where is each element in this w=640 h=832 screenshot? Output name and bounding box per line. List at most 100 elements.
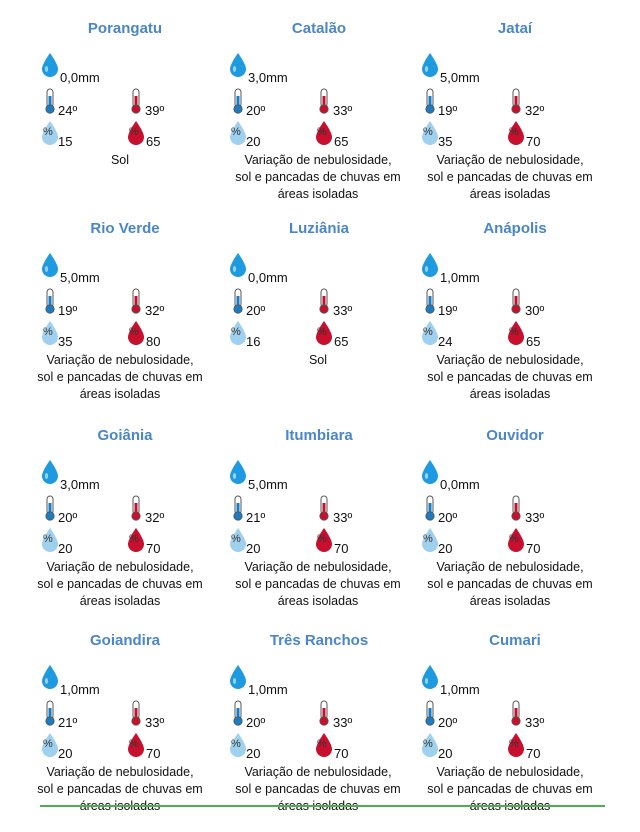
temp-min: 20º [438, 510, 458, 525]
humidity-max-icon: % [506, 120, 524, 146]
temp-min: 20º [58, 510, 78, 525]
rain-drop-icon [420, 52, 440, 78]
humidity-max-icon: % [314, 732, 332, 758]
percent-sign: % [509, 738, 519, 750]
percent-sign: % [43, 533, 53, 545]
city-name: Anápolis [483, 220, 547, 237]
rain-amount: 1,0mm [440, 682, 480, 697]
forecast-card: Rio Verde 5,0mm 19º 32º% 35% 80 Variação de ne… [37, 220, 240, 420]
temp-max: 33º [333, 715, 353, 730]
temp-min: 20º [246, 715, 266, 730]
humidity-max-icon: % [314, 527, 332, 553]
temp-min: 20º [246, 303, 266, 318]
weather-description: Variação de nebulosidade, sol e pancadas… [427, 765, 593, 813]
thermometer-max-icon [508, 88, 524, 114]
forecast-card: Jataí 5,0mm 19º 32º% 35% 70 Variação de nebulo… [420, 20, 620, 220]
humidity-min-icon: % [228, 732, 246, 758]
percent-sign: % [43, 126, 53, 138]
humidity-min: 20 [58, 746, 73, 761]
forecast-card: Goiânia 3,0mm 20º 32º% 20% 70 Variação de nebu… [37, 427, 240, 627]
humidity-max-icon: % [506, 320, 524, 346]
city-name: Ouvidor [486, 427, 544, 444]
percent-sign: % [423, 533, 433, 545]
thermometer-max-icon [508, 495, 524, 521]
thermometer-min-icon [422, 700, 438, 726]
temp-max: 33º [525, 715, 545, 730]
percent-sign: % [317, 126, 327, 138]
thermometer-min-icon [42, 495, 58, 521]
temp-min: 21º [58, 715, 78, 730]
rain-drop-icon [228, 459, 248, 485]
humidity-min: 24 [438, 334, 453, 349]
temp-max: 33º [333, 103, 353, 118]
humidity-max-icon: % [126, 320, 144, 346]
weather-description: Variação de nebulosidade, sol e pancadas… [427, 560, 593, 608]
city-name: Catalão [291, 20, 347, 37]
humidity-max: 70 [334, 746, 349, 761]
thermometer-min-icon [230, 288, 246, 314]
rain-drop-icon [420, 252, 440, 278]
temp-max: 30º [525, 303, 545, 318]
thermometer-min-icon [422, 88, 438, 114]
city-name: Luziânia [288, 220, 349, 237]
percent-sign: % [317, 326, 327, 338]
humidity-max: 70 [526, 541, 541, 556]
percent-sign: % [509, 533, 519, 545]
temp-min: 21º [246, 510, 266, 525]
humidity-min: 15 [58, 134, 73, 149]
temp-max: 32º [525, 103, 545, 118]
temp-max: 33º [333, 303, 353, 318]
city-name: Três Ranchos [269, 632, 369, 649]
humidity-min-icon: % [420, 527, 438, 553]
humidity-min: 20 [438, 746, 453, 761]
humidity-min-icon: % [40, 527, 58, 553]
percent-sign: % [129, 326, 139, 338]
percent-sign: % [231, 326, 241, 338]
temp-max: 33º [525, 510, 545, 525]
humidity-max-icon: % [506, 732, 524, 758]
humidity-min-icon: % [40, 320, 58, 346]
temp-min: 24º [58, 103, 78, 118]
humidity-min-icon: % [228, 120, 246, 146]
percent-sign: % [231, 738, 241, 750]
forecast-card: Porangatu 0,0mm 24º 39º% 15% 65 Sol [40, 20, 240, 220]
thermometer-min-icon [230, 700, 246, 726]
thermometer-max-icon [316, 88, 332, 114]
humidity-min: 20 [58, 541, 73, 556]
temp-min: 19º [438, 303, 458, 318]
humidity-max: 70 [146, 541, 161, 556]
rain-amount: 1,0mm [60, 682, 100, 697]
rain-drop-icon [420, 664, 440, 690]
humidity-max: 80 [146, 334, 161, 349]
percent-sign: % [509, 126, 519, 138]
thermometer-max-icon [128, 495, 144, 521]
thermometer-min-icon [230, 88, 246, 114]
weather-description: Variação de nebulosidade, sol e pancadas… [37, 560, 203, 608]
humidity-min: 20 [438, 541, 453, 556]
rain-drop-icon [420, 459, 440, 485]
forecast-card: Cumari 1,0mm 20º 33º% 20% 70 Variação de nebul… [420, 632, 620, 832]
forecast-card: Anápolis 1,0mm 19º 30º% 24% 65 Variação de neb… [420, 220, 620, 420]
weather-description: Variação de nebulosidade, sol e pancadas… [427, 353, 593, 401]
thermometer-min-icon [42, 88, 58, 114]
percent-sign: % [231, 126, 241, 138]
humidity-min: 35 [58, 334, 73, 349]
thermometer-max-icon [128, 700, 144, 726]
percent-sign: % [317, 738, 327, 750]
humidity-min: 20 [246, 134, 261, 149]
weather-description: Variação de nebulosidade, sol e pancadas… [235, 560, 401, 608]
temp-max: 39º [145, 103, 165, 118]
rain-amount: 3,0mm [60, 477, 100, 492]
rain-drop-icon [40, 252, 60, 278]
weather-description: Variação de nebulosidade, sol e pancadas… [37, 353, 203, 401]
humidity-max-icon: % [126, 120, 144, 146]
forecast-card: Goiandira 1,0mm 21º 33º% 20% 70 Variação de ne… [37, 632, 240, 832]
humidity-max-icon: % [314, 320, 332, 346]
rain-drop-icon [40, 52, 60, 78]
rain-amount: 1,0mm [248, 682, 288, 697]
city-name: Rio Verde [90, 220, 160, 237]
thermometer-min-icon [422, 495, 438, 521]
thermometer-max-icon [128, 288, 144, 314]
weather-description: Variação de nebulosidade, sol e pancadas… [427, 153, 593, 201]
thermometer-max-icon [508, 288, 524, 314]
